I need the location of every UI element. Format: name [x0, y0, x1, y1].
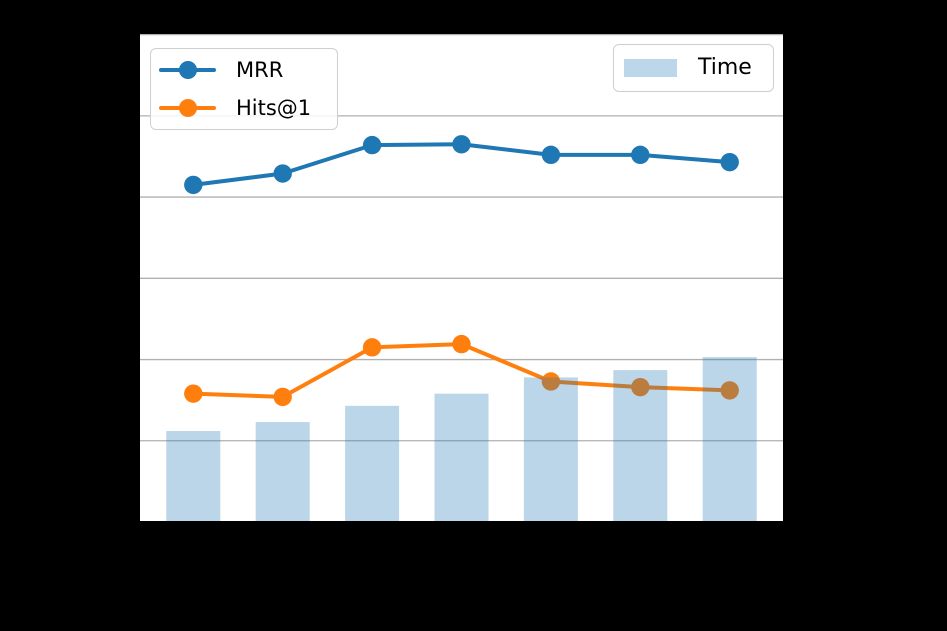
hits1-marker — [452, 334, 471, 354]
bar-legend: Time — [613, 44, 774, 92]
mrr-marker — [273, 164, 292, 183]
time-bar — [523, 377, 578, 522]
legend-label-mrr: MRR — [236, 57, 284, 82]
mrr-line-sample-icon — [159, 61, 216, 79]
plot-border — [138, 32, 785, 523]
hits1-marker — [541, 372, 561, 391]
hits1-marker — [362, 338, 382, 357]
time-bar — [255, 422, 310, 522]
legend-row-mrr: MRR — [159, 51, 337, 89]
mrr-marker — [631, 145, 650, 165]
time-bar-sample-icon — [624, 59, 677, 77]
hits1-marker — [631, 377, 650, 397]
hits1-marker — [273, 387, 292, 407]
mrr-marker — [452, 135, 471, 154]
time-bar — [166, 431, 221, 522]
legend-label-time: Time — [698, 55, 752, 80]
mrr-marker — [184, 175, 203, 195]
series-legend: MRR Hits@1 — [150, 48, 338, 130]
time-bar — [345, 405, 400, 522]
time-bar — [434, 393, 489, 522]
legend-row-hits1: Hits@1 — [159, 89, 337, 127]
mrr-marker — [362, 135, 382, 155]
time-bar — [613, 370, 668, 522]
hits1-marker — [184, 384, 203, 403]
hits1-line-sample-icon — [159, 99, 216, 117]
legend-row-time: Time — [624, 45, 773, 91]
time-bar — [702, 357, 757, 522]
legend-label-hits1: Hits@1 — [236, 95, 312, 120]
mrr-marker — [541, 145, 561, 165]
hits1-marker — [720, 381, 739, 400]
mrr-marker — [720, 152, 739, 172]
